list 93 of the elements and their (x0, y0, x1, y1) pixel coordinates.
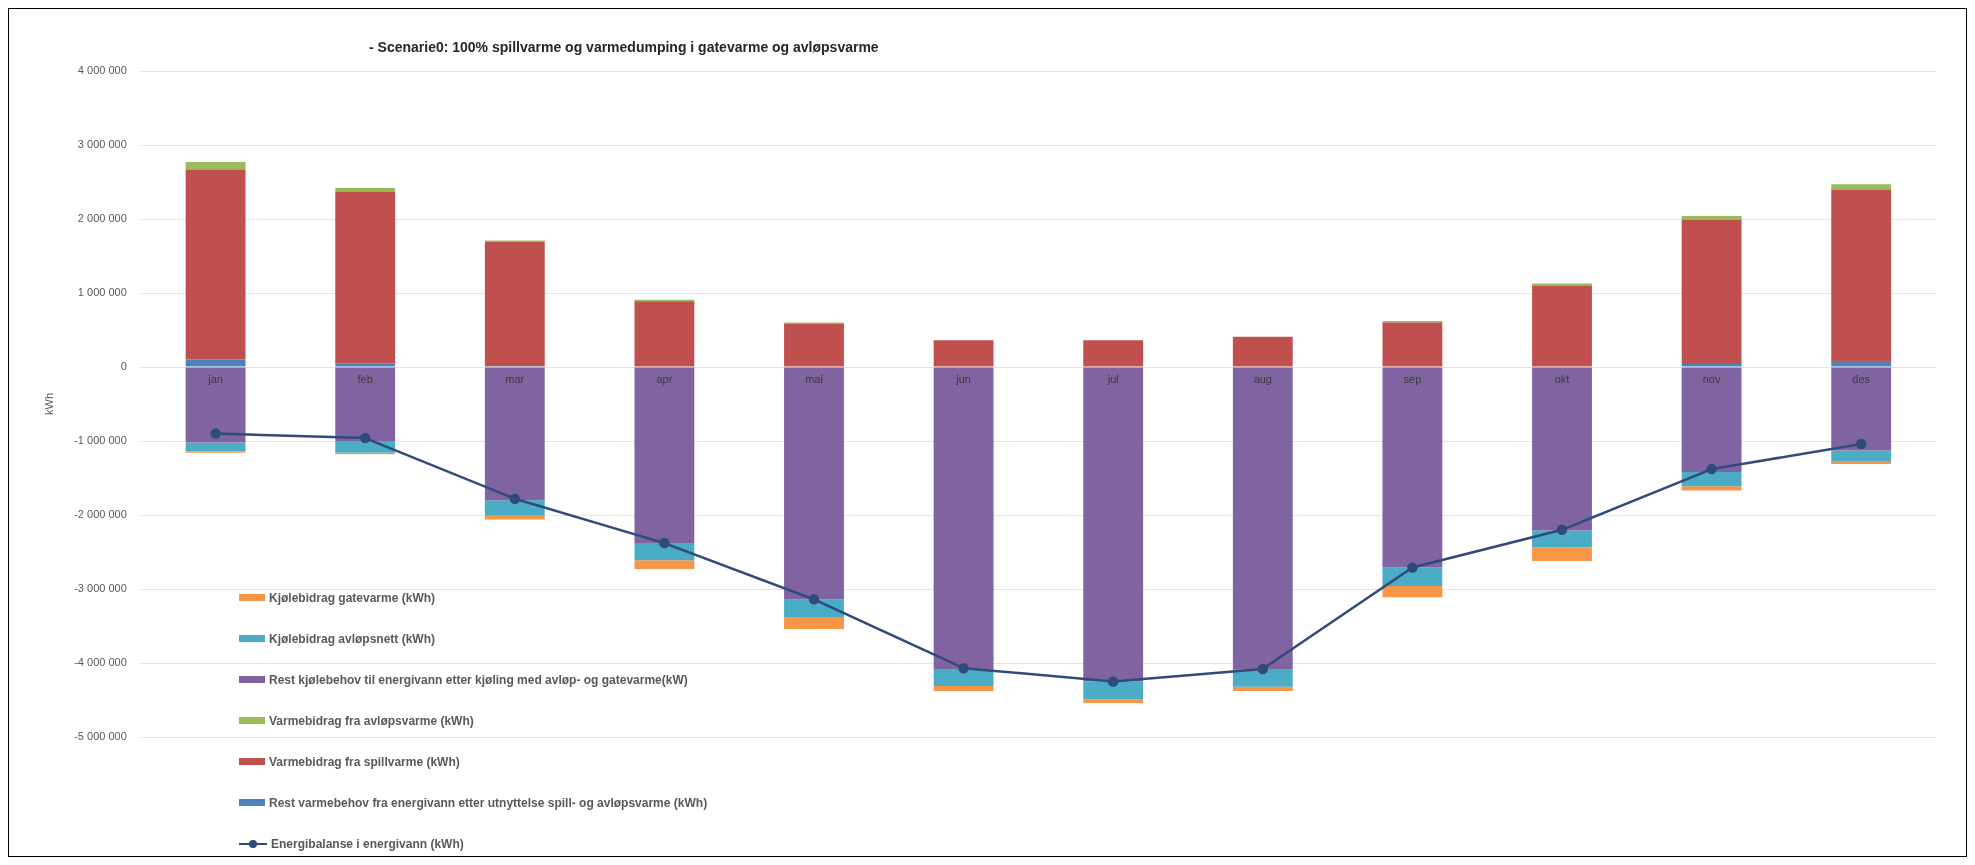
bar (1831, 461, 1892, 464)
bar (1232, 367, 1293, 669)
point (808, 594, 820, 605)
point (509, 493, 521, 504)
bar (1382, 322, 1443, 367)
x-tick-label: des (1852, 372, 1871, 385)
point (1855, 438, 1867, 450)
bar (634, 560, 695, 570)
bar (335, 363, 396, 367)
legend-label: Varmebidrag fra avløpsvarme (kWh) (269, 713, 474, 728)
bar (1382, 367, 1443, 568)
bar (1681, 364, 1742, 367)
bar (1232, 686, 1293, 692)
bar (335, 367, 396, 441)
point (1257, 663, 1269, 675)
x-tick-label: feb (357, 372, 373, 385)
bar (1681, 472, 1742, 487)
bar (1532, 530, 1592, 548)
bar (1681, 216, 1742, 220)
point (659, 537, 670, 549)
bar (1831, 361, 1892, 367)
legend-label: Varmebidrag fra spillvarme (kWh) (269, 754, 460, 769)
bar (1083, 340, 1144, 367)
y-tick-label: -1 000 000 (74, 434, 127, 447)
bar (933, 340, 994, 367)
bar (1681, 367, 1742, 473)
bar (933, 668, 994, 686)
legend-label: Energibalanse i energivann (kWh) (271, 836, 464, 851)
y-tick-label: 4 000 000 (77, 64, 127, 77)
x-tick-label: mar (505, 372, 525, 385)
x-tick-label: mai (805, 372, 823, 385)
y-tick-label: 3 000 000 (77, 138, 127, 151)
bar (185, 359, 246, 367)
y-tick-label: 2 000 000 (77, 212, 127, 225)
legend-label: Kjølebidrag gatevarme (kWh) (269, 590, 436, 605)
point (958, 662, 969, 674)
y-tick-label: -4 000 000 (74, 656, 127, 669)
bar (1532, 283, 1592, 286)
bar (185, 442, 246, 452)
bar (933, 685, 994, 692)
bar (784, 617, 844, 629)
y-tick-label: 0 (120, 360, 127, 373)
bar (1831, 450, 1892, 462)
y-tick-label: -2 000 000 (74, 508, 127, 521)
x-tick-label: jan (207, 372, 223, 385)
bar (185, 367, 246, 443)
bar (1681, 486, 1742, 491)
x-tick-label: okt (1554, 372, 1570, 385)
bar (1083, 699, 1144, 703)
bar (784, 367, 844, 600)
x-tick-label: sep (1403, 372, 1422, 385)
bar (1681, 219, 1742, 365)
bar (1083, 367, 1144, 682)
bar (1232, 668, 1293, 687)
point (359, 432, 371, 444)
point (1706, 463, 1717, 475)
bar (335, 191, 396, 364)
x-tick-label: nov (1702, 372, 1721, 385)
bar (1831, 189, 1892, 362)
bar (484, 367, 545, 501)
y-tick-label: -3 000 000 (74, 582, 127, 595)
bar (1382, 586, 1443, 598)
x-tick-label: aug (1253, 372, 1272, 385)
x-tick-label: jun (955, 372, 971, 385)
y-axis-title: kWh (42, 393, 55, 415)
bar (1083, 681, 1144, 700)
bar (1532, 285, 1592, 367)
bar (484, 241, 545, 367)
bar (634, 301, 695, 367)
bar (335, 187, 396, 192)
bar (1831, 184, 1892, 190)
point (1407, 562, 1418, 573)
point (1556, 524, 1568, 536)
bar (933, 367, 994, 669)
bar (784, 324, 844, 367)
x-tick-label: apr (656, 372, 673, 385)
bar (185, 169, 246, 360)
y-tick-label: -5 000 000 (74, 730, 127, 743)
bar (634, 367, 695, 544)
x-tick-label: jul (1106, 372, 1119, 385)
y-tick-label: 1 000 000 (77, 286, 127, 299)
legend-label: Rest kjølebehov til energivann etter kjøling med avløp- og gatevarme(kW) (269, 672, 688, 687)
bar (185, 162, 246, 170)
legend-label: Rest varmebehov fra energivann etter utnyttelse spill- og avløpsvarme (kWh) (269, 795, 708, 810)
bar (1831, 367, 1892, 451)
bar (1532, 547, 1592, 561)
bar (484, 500, 545, 516)
legend-label: Kjølebidrag avløpsnett (kWh) (269, 631, 436, 646)
bar (1532, 367, 1592, 531)
chart-title: - Scenarie0: 100% spillvarme og varmedumping i gatevarme og avløpsvarme (369, 39, 879, 55)
point (210, 428, 221, 439)
point (1107, 676, 1119, 687)
bar (1232, 336, 1293, 367)
